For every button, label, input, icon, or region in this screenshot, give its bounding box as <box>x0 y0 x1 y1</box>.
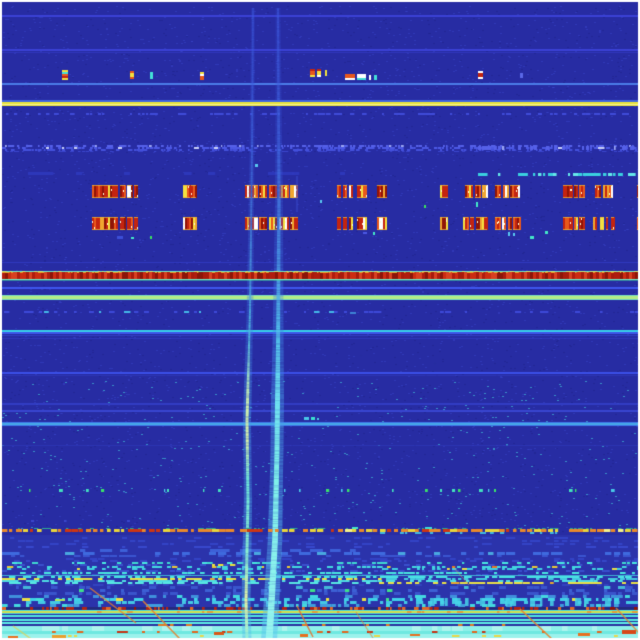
waterfall-figure <box>0 0 640 640</box>
spectrogram-canvas <box>0 0 640 640</box>
